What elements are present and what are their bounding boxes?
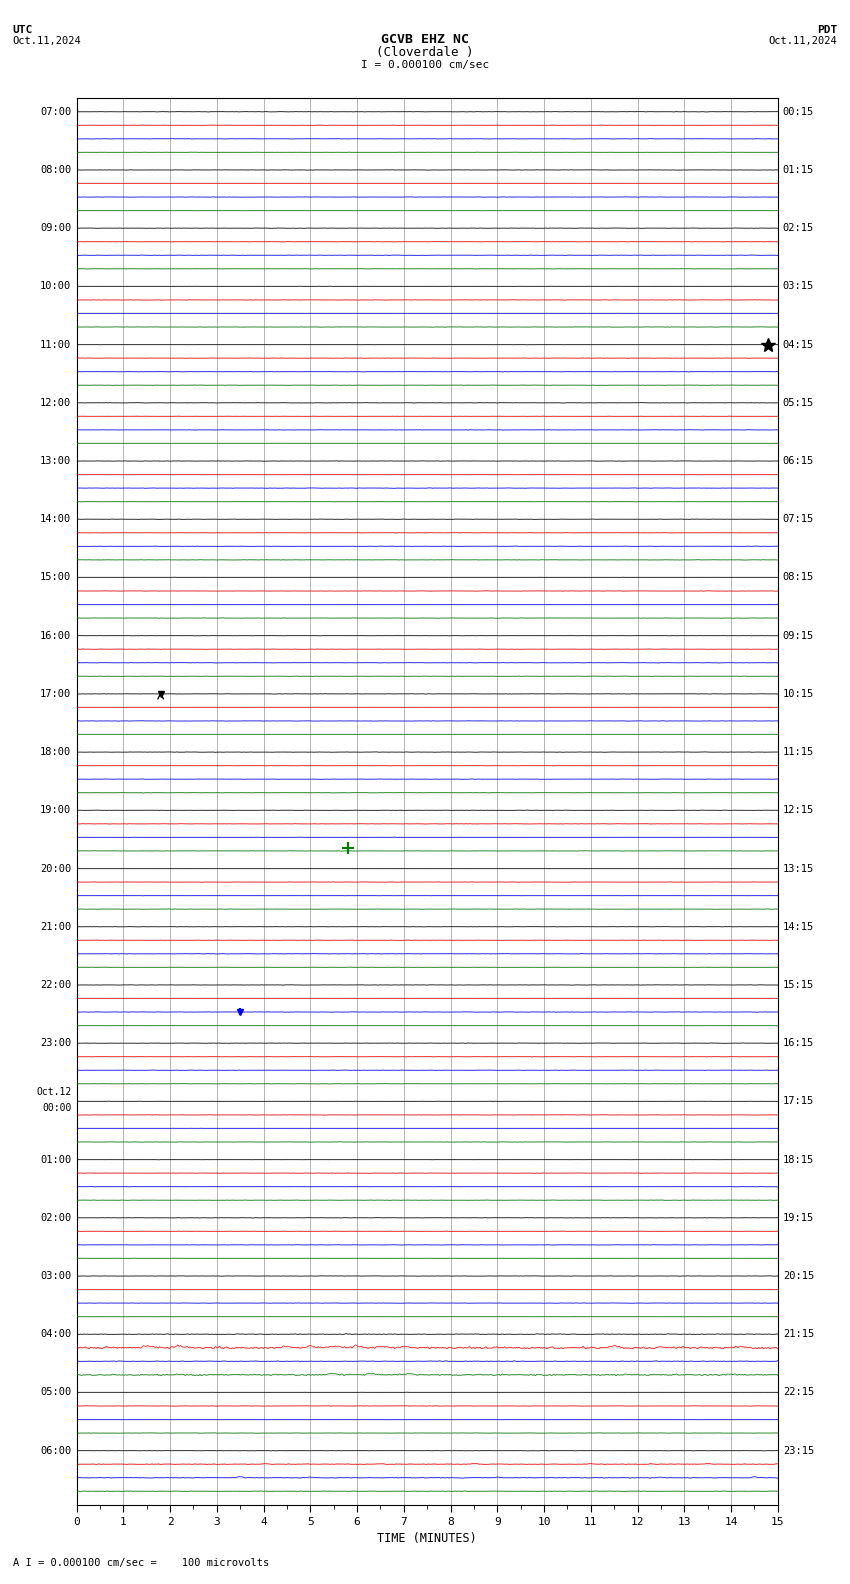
Text: 00:15: 00:15 xyxy=(783,106,814,117)
Text: 18:15: 18:15 xyxy=(783,1155,814,1164)
Text: 01:00: 01:00 xyxy=(40,1155,71,1164)
Text: 23:15: 23:15 xyxy=(783,1446,814,1456)
Text: 08:00: 08:00 xyxy=(40,165,71,174)
Text: 13:00: 13:00 xyxy=(40,456,71,466)
Text: 11:15: 11:15 xyxy=(783,748,814,757)
Text: Oct.11,2024: Oct.11,2024 xyxy=(768,36,837,46)
Text: 19:15: 19:15 xyxy=(783,1213,814,1223)
Text: 06:00: 06:00 xyxy=(40,1446,71,1456)
Text: 23:00: 23:00 xyxy=(40,1038,71,1049)
Text: GCVB EHZ NC: GCVB EHZ NC xyxy=(381,33,469,46)
Text: 05:15: 05:15 xyxy=(783,398,814,407)
Text: 13:15: 13:15 xyxy=(783,863,814,873)
Text: 04:00: 04:00 xyxy=(40,1329,71,1338)
Text: 03:15: 03:15 xyxy=(783,282,814,291)
Text: 07:15: 07:15 xyxy=(783,515,814,524)
Text: 17:15: 17:15 xyxy=(783,1096,814,1106)
Text: 02:00: 02:00 xyxy=(40,1213,71,1223)
Text: 09:15: 09:15 xyxy=(783,630,814,640)
Text: 11:00: 11:00 xyxy=(40,339,71,350)
Text: 17:00: 17:00 xyxy=(40,689,71,699)
Text: 22:00: 22:00 xyxy=(40,980,71,990)
Text: 19:00: 19:00 xyxy=(40,805,71,816)
Text: 00:00: 00:00 xyxy=(42,1102,71,1112)
Text: Oct.11,2024: Oct.11,2024 xyxy=(13,36,82,46)
Text: 03:00: 03:00 xyxy=(40,1270,71,1281)
Text: Oct.12: Oct.12 xyxy=(37,1087,71,1096)
Text: 10:15: 10:15 xyxy=(783,689,814,699)
Text: 20:15: 20:15 xyxy=(783,1270,814,1281)
Text: (Cloverdale ): (Cloverdale ) xyxy=(377,46,473,59)
Text: 21:00: 21:00 xyxy=(40,922,71,931)
Text: 07:00: 07:00 xyxy=(40,106,71,117)
Text: A I = 0.000100 cm/sec =    100 microvolts: A I = 0.000100 cm/sec = 100 microvolts xyxy=(13,1559,269,1568)
Text: 05:00: 05:00 xyxy=(40,1388,71,1397)
Text: 08:15: 08:15 xyxy=(783,572,814,583)
Text: PDT: PDT xyxy=(817,25,837,35)
Text: 22:15: 22:15 xyxy=(783,1388,814,1397)
Text: 16:15: 16:15 xyxy=(783,1038,814,1049)
Text: 09:00: 09:00 xyxy=(40,223,71,233)
X-axis label: TIME (MINUTES): TIME (MINUTES) xyxy=(377,1532,477,1544)
Text: 10:00: 10:00 xyxy=(40,282,71,291)
Text: 12:00: 12:00 xyxy=(40,398,71,407)
Text: 16:00: 16:00 xyxy=(40,630,71,640)
Text: 12:15: 12:15 xyxy=(783,805,814,816)
Text: I = 0.000100 cm/sec: I = 0.000100 cm/sec xyxy=(361,60,489,70)
Text: 02:15: 02:15 xyxy=(783,223,814,233)
Text: 20:00: 20:00 xyxy=(40,863,71,873)
Text: 06:15: 06:15 xyxy=(783,456,814,466)
Text: 15:00: 15:00 xyxy=(40,572,71,583)
Text: 14:15: 14:15 xyxy=(783,922,814,931)
Text: 21:15: 21:15 xyxy=(783,1329,814,1338)
Text: 01:15: 01:15 xyxy=(783,165,814,174)
Text: 15:15: 15:15 xyxy=(783,980,814,990)
Text: 18:00: 18:00 xyxy=(40,748,71,757)
Text: 14:00: 14:00 xyxy=(40,515,71,524)
Text: 04:15: 04:15 xyxy=(783,339,814,350)
Text: UTC: UTC xyxy=(13,25,33,35)
